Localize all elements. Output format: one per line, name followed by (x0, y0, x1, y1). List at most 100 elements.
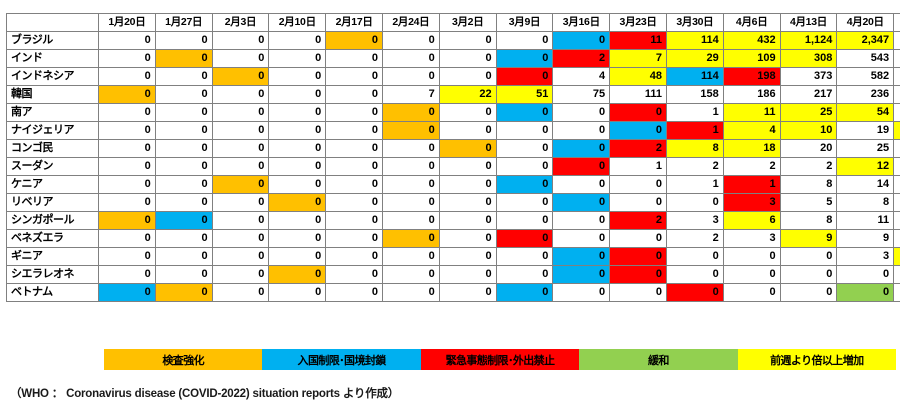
cell-r7-c8: 0 (495, 139, 554, 158)
cell-r4-c15: 243 (893, 85, 900, 104)
cell-r1-c4: 0 (268, 31, 327, 50)
cell-r3-c3: 0 (211, 67, 270, 86)
cell-r14-c5: 0 (325, 265, 383, 284)
cell-r8-c4: 0 (268, 157, 327, 176)
cell-r14-c13: 0 (779, 265, 838, 284)
cell-r1-c7: 0 (438, 31, 497, 50)
cell-r13-c3: 0 (211, 247, 270, 266)
cell-r13-c12: 0 (722, 247, 781, 266)
cell-r9-c9: 0 (552, 175, 611, 194)
cell-r12-c7: 0 (438, 229, 497, 248)
cell-r4-c7: 22 (438, 85, 497, 104)
cell-r6-c14: 19 (836, 121, 895, 140)
table-body: ブラジル000000000111144321,1242,3474,016インド0… (6, 31, 900, 302)
cell-r5-c8: 0 (495, 103, 554, 122)
cell-r6-c9: 0 (552, 121, 611, 140)
cell-r9-c7: 0 (438, 175, 497, 194)
cell-r5-c5: 0 (325, 103, 383, 122)
table-row: ナイジェリア000000000014101940 (6, 121, 900, 140)
cell-r8-c1: 0 (98, 157, 156, 176)
cell-r3-c11: 114 (665, 67, 724, 86)
cell-r14-c14: 0 (836, 265, 895, 284)
cell-r10-c4: 0 (268, 193, 327, 212)
column-header-3: 2月3日 (211, 13, 270, 32)
cell-r10-c3: 0 (211, 193, 270, 212)
column-header-9: 3月16日 (552, 13, 611, 32)
column-header-10: 3月23日 (609, 13, 667, 32)
cell-r3-c6: 0 (381, 67, 440, 86)
cell-r13-c1: 0 (98, 247, 156, 266)
cell-r3-c9: 4 (552, 67, 611, 86)
row-label-12: ベネズエラ (6, 229, 99, 248)
cell-r7-c7: 0 (438, 139, 497, 158)
cell-r14-c10: 0 (609, 265, 667, 284)
cell-r6-c13: 10 (779, 121, 838, 140)
cell-r8-c11: 2 (665, 157, 724, 176)
table-row: インドネシア00000000448114198373582743 (6, 67, 900, 86)
row-label-14: シエラレオネ (6, 265, 99, 284)
cell-r1-c3: 0 (211, 31, 270, 50)
cell-r13-c11: 0 (665, 247, 724, 266)
cell-r4-c3: 0 (211, 85, 270, 104)
cell-r10-c10: 0 (609, 193, 667, 212)
cell-r9-c11: 1 (665, 175, 724, 194)
column-header-1: 1月20日 (98, 13, 156, 32)
cell-r3-c4: 0 (268, 67, 327, 86)
cell-r4-c1: 0 (98, 85, 156, 104)
cell-r14-c9: 0 (552, 265, 611, 284)
cell-r3-c14: 582 (836, 67, 895, 86)
cell-r10-c2: 0 (154, 193, 213, 212)
cell-r11-c11: 3 (665, 211, 724, 230)
cell-r4-c9: 75 (552, 85, 611, 104)
cell-r3-c8: 0 (495, 67, 554, 86)
cell-r12-c5: 0 (325, 229, 383, 248)
cell-r9-c5: 0 (325, 175, 383, 194)
cell-r13-c14: 3 (836, 247, 895, 266)
cell-r13-c2: 0 (154, 247, 213, 266)
cell-r9-c14: 14 (836, 175, 895, 194)
cell-r6-c3: 0 (211, 121, 270, 140)
cell-r10-c6: 0 (381, 193, 440, 212)
cell-r2-c10: 7 (609, 49, 667, 68)
cell-r11-c12: 6 (722, 211, 781, 230)
table-row: インド000000002729109308543872 (6, 49, 900, 68)
cell-r8-c2: 0 (154, 157, 213, 176)
cell-r10-c15: 12 (893, 193, 900, 212)
cell-r2-c6: 0 (381, 49, 440, 68)
cell-r3-c1: 0 (98, 67, 156, 86)
cell-r2-c14: 543 (836, 49, 895, 68)
cell-r15-c4: 0 (268, 283, 327, 302)
column-header-2: 1月27日 (154, 13, 213, 32)
cell-r2-c9: 2 (552, 49, 611, 68)
cell-r5-c14: 54 (836, 103, 895, 122)
cell-r4-c6: 7 (381, 85, 440, 104)
cell-r10-c5: 0 (325, 193, 383, 212)
row-label-5: 南ア (6, 103, 99, 122)
cell-r12-c9: 0 (552, 229, 611, 248)
cell-r8-c3: 0 (211, 157, 270, 176)
cell-r11-c3: 0 (211, 211, 270, 230)
legend-item-3: 緊急事態制限･外出禁止 (420, 349, 580, 370)
cell-r8-c6: 0 (381, 157, 440, 176)
cell-r10-c12: 3 (722, 193, 781, 212)
cell-r15-c12: 0 (722, 283, 781, 302)
column-header-5: 2月17日 (325, 13, 383, 32)
table-row: コンゴ民0000000002818202528 (6, 139, 900, 158)
row-label-1: ブラジル (6, 31, 99, 50)
cell-r8-c7: 0 (438, 157, 497, 176)
legend: 検査強化 入国制限･国境封鎖 緊急事態制限･外出禁止 緩和 前週より倍以上増加 (104, 349, 897, 370)
cell-r6-c7: 0 (438, 121, 497, 140)
cell-r7-c15: 28 (893, 139, 900, 158)
covid-measures-table-container: 1月20日 1月27日 2月3日 2月10日 2月17日 2月24日 3月2日 3月9日 3月1… (6, 13, 900, 302)
cell-r8-c12: 2 (722, 157, 781, 176)
cell-r7-c9: 0 (552, 139, 611, 158)
cell-r14-c15: 4 (893, 265, 900, 284)
column-header-6: 2月24日 (381, 13, 440, 32)
cell-r3-c2: 0 (154, 67, 213, 86)
cell-r11-c10: 2 (609, 211, 667, 230)
cell-r15-c3: 0 (211, 283, 270, 302)
table-row: ベネズエラ0000000000239910 (6, 229, 900, 248)
cell-r9-c3: 0 (211, 175, 270, 194)
cell-r13-c7: 0 (438, 247, 497, 266)
cell-r10-c9: 0 (552, 193, 611, 212)
